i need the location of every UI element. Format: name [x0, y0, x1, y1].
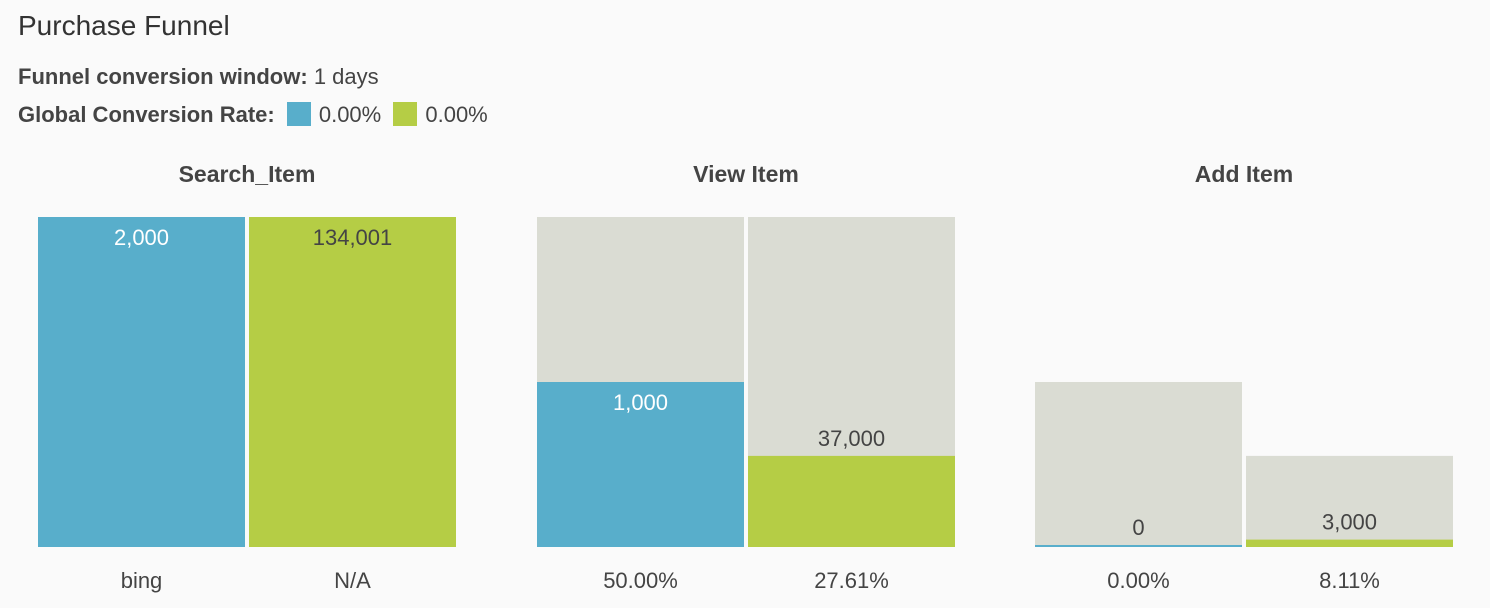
series-2-swatch — [393, 102, 418, 126]
conversion-bar — [249, 217, 456, 547]
conversion-window: Funnel conversion window: 1 days — [18, 64, 379, 90]
value-label: 3,000 — [1322, 510, 1377, 535]
window-value: 1 days — [313, 64, 379, 89]
value-label: 0 — [1132, 515, 1144, 540]
gcr-value-2: 0.00% — [425, 102, 488, 127]
gcr-value-1: 0.00% — [318, 102, 382, 127]
dropoff-bar — [1246, 455, 1453, 547]
bottom-label: 50.00% — [603, 568, 678, 593]
step-title: Add Item — [1195, 161, 1293, 187]
bottom-label: 27.61% — [814, 568, 889, 593]
conversion-bar — [1246, 539, 1453, 547]
window-label: Funnel conversion window: — [18, 64, 308, 89]
value-label: 1,000 — [613, 390, 668, 415]
bottom-label: 8.11% — [1319, 568, 1380, 593]
value-label: 2,000 — [114, 225, 169, 250]
page-title: Purchase Funnel — [18, 10, 230, 41]
step-title: View Item — [693, 161, 799, 187]
gcr-label: Global Conversion Rate: — [18, 102, 275, 127]
value-label: 37,000 — [818, 426, 885, 451]
bottom-label: 0.00% — [1107, 568, 1169, 593]
conversion-bar — [1035, 545, 1242, 547]
global-conversion-rate: Global Conversion Rate: 0.00% 0.00% — [18, 102, 488, 128]
conversion-bar — [748, 455, 955, 547]
conversion-bar — [537, 382, 744, 547]
step-title: Search_Item — [179, 161, 316, 187]
bottom-label: N/A — [334, 568, 371, 593]
dropoff-bar — [1035, 382, 1242, 547]
value-label: 134,001 — [313, 225, 393, 250]
bottom-label: bing — [121, 568, 163, 593]
series-1-swatch — [286, 102, 311, 126]
conversion-bar — [38, 217, 245, 547]
